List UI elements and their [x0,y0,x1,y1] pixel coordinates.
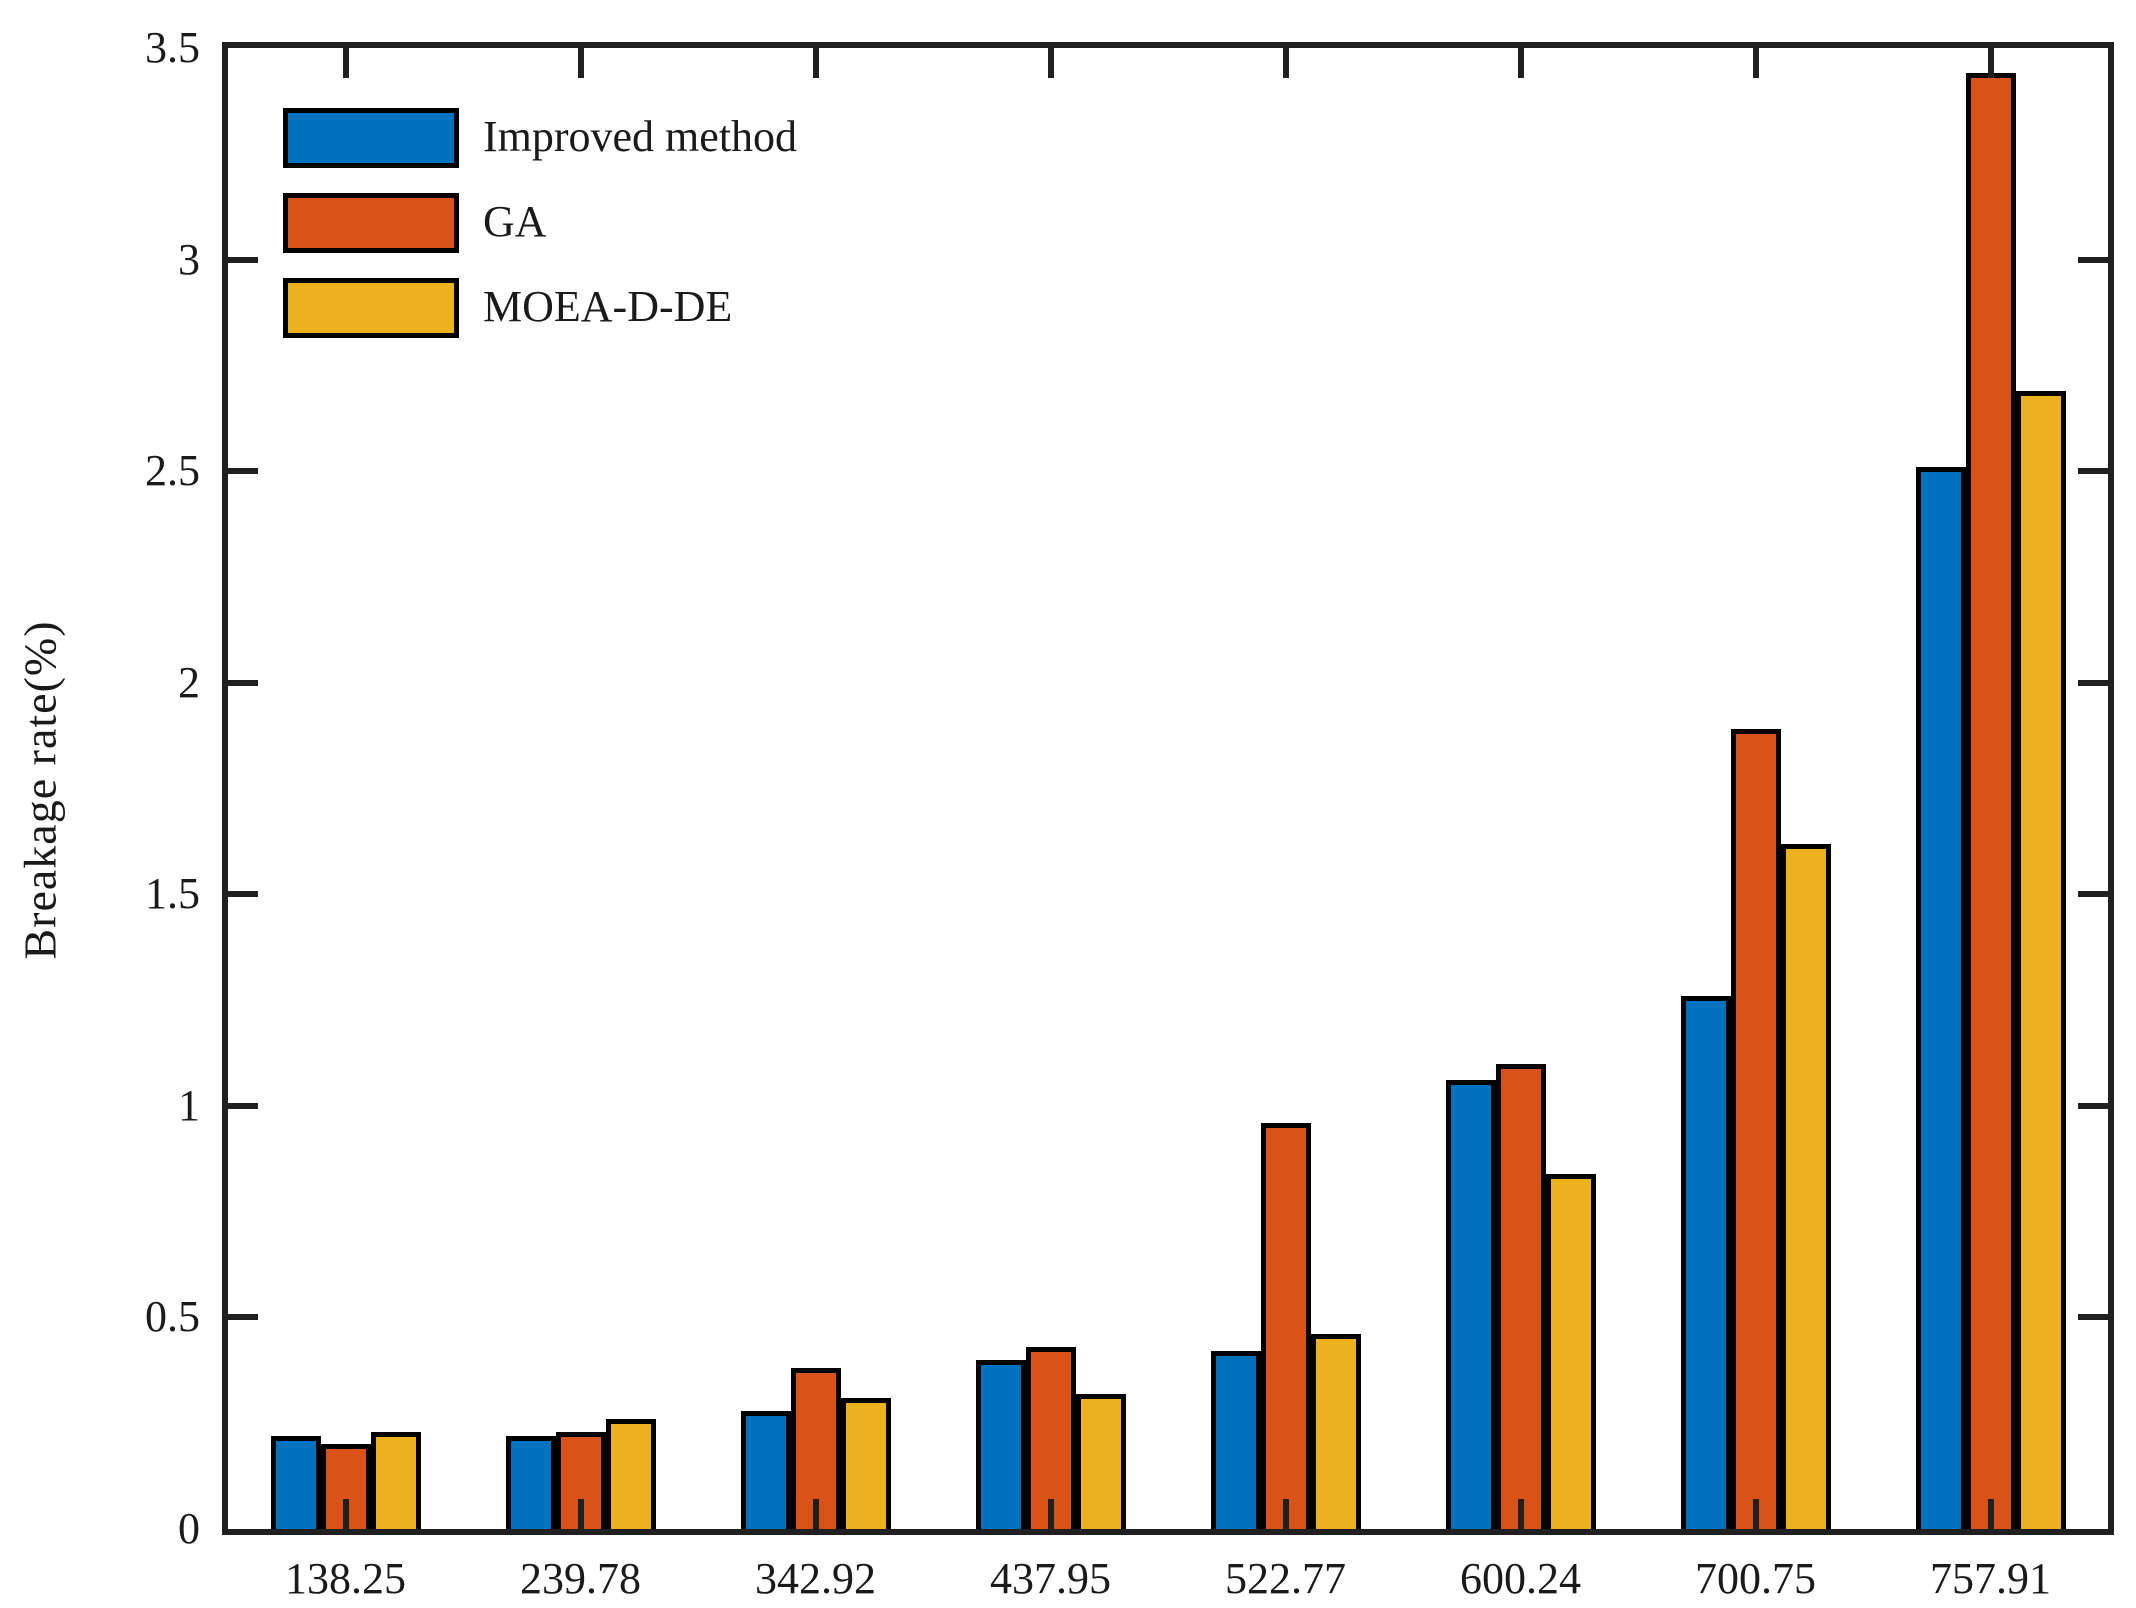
legend-label-moea-d-de: MOEA-D-DE [483,282,733,331]
bar-ga-437.95 [1025,1347,1076,1529]
y-tick-label-1.5: 1.5 [145,869,200,919]
y-tick-label-2.5: 2.5 [145,446,200,496]
bar-moea-d-de-138.25 [370,1431,421,1529]
x-tick-label-522.77: 522.77 [1225,1554,1346,1603]
x-tick-342.92-bottom [812,1499,819,1529]
bar-improved-method-600.24 [1445,1080,1496,1529]
x-tick-437.95-top [1047,48,1054,78]
y-tick-3-right [2078,256,2108,263]
y-tick-label-3.5: 3.5 [145,23,200,72]
bar-moea-d-de-522.77 [1310,1334,1361,1529]
bar-ga-700.75 [1730,729,1781,1529]
y-tick-2.5-right [2078,468,2108,475]
x-tick-label-342.92: 342.92 [755,1554,876,1603]
legend-swatch-improved-method [283,108,459,168]
bar-improved-method-757.91 [1915,466,1966,1529]
legend-swatch-moea-d-de [283,278,459,338]
y-tick-2-left [228,679,258,686]
bar-moea-d-de-600.24 [1545,1173,1596,1529]
bar-ga-342.92 [790,1368,841,1529]
y-tick-0.5-right [2078,1314,2108,1321]
bar-improved-method-700.75 [1680,995,1731,1529]
legend-label-ga: GA [483,197,547,246]
x-tick-label-757.91: 757.91 [1930,1554,2051,1603]
y-tick-1.5-left [228,891,258,898]
bar-ga-522.77 [1260,1122,1311,1529]
bar-moea-d-de-342.92 [840,1397,891,1529]
bar-moea-d-de-757.91 [2015,390,2066,1529]
y-tick-3-left [228,256,258,263]
y-tick-label-3: 3 [178,234,200,284]
y-tick-1-left [228,1102,258,1109]
bar-moea-d-de-437.95 [1075,1393,1126,1529]
x-tick-label-700.75: 700.75 [1695,1554,1816,1603]
x-tick-239.78-bottom [577,1499,584,1529]
bar-improved-method-239.78 [505,1435,556,1529]
x-tick-700.75-bottom [1752,1499,1759,1529]
x-tick-757.91-bottom [1987,1499,1994,1529]
x-tick-522.77-bottom [1282,1499,1289,1529]
y-tick-label-0.5: 0.5 [145,1292,200,1342]
y-tick-2.5-left [228,468,258,475]
bar-moea-d-de-700.75 [1780,843,1831,1529]
x-tick-label-239.78: 239.78 [520,1554,641,1603]
plot-inner: Improved method GA MOEA-D-DE [228,48,2108,1529]
x-tick-342.92-top [812,48,819,78]
bar-improved-method-342.92 [740,1410,791,1529]
x-tick-138.25-top [342,48,349,78]
x-tick-239.78-top [577,48,584,78]
x-tick-700.75-top [1752,48,1759,78]
y-tick-0.5-left [228,1314,258,1321]
y-tick-1-right [2078,1102,2108,1109]
x-tick-600.24-top [1517,48,1524,78]
y-tick-label-0: 0 [178,1504,200,1553]
y-tick-1.5-right [2078,891,2108,898]
x-tick-label-600.24: 600.24 [1460,1554,1581,1603]
y-tick-label-1: 1 [178,1080,200,1130]
x-tick-label-437.95: 437.95 [990,1554,1111,1603]
x-tick-600.24-bottom [1517,1499,1524,1529]
bar-ga-757.91 [1965,73,2016,1529]
x-tick-437.95-bottom [1047,1499,1054,1529]
plot-area: Improved method GA MOEA-D-DE [222,42,2114,1535]
bar-improved-method-522.77 [1210,1351,1261,1529]
x-tick-757.91-top [1987,48,1994,78]
bar-ga-600.24 [1495,1063,1546,1529]
x-tick-138.25-bottom [342,1499,349,1529]
x-tick-522.77-top [1282,48,1289,78]
legend-label-improved-method: Improved method [483,112,798,161]
bar-moea-d-de-239.78 [605,1418,656,1529]
bar-improved-method-138.25 [270,1435,321,1529]
legend-swatch-ga [283,193,459,253]
bar-improved-method-437.95 [975,1359,1026,1529]
x-tick-label-138.25: 138.25 [285,1554,406,1603]
y-tick-2-right [2078,679,2108,686]
y-tick-label-2: 2 [178,657,200,707]
